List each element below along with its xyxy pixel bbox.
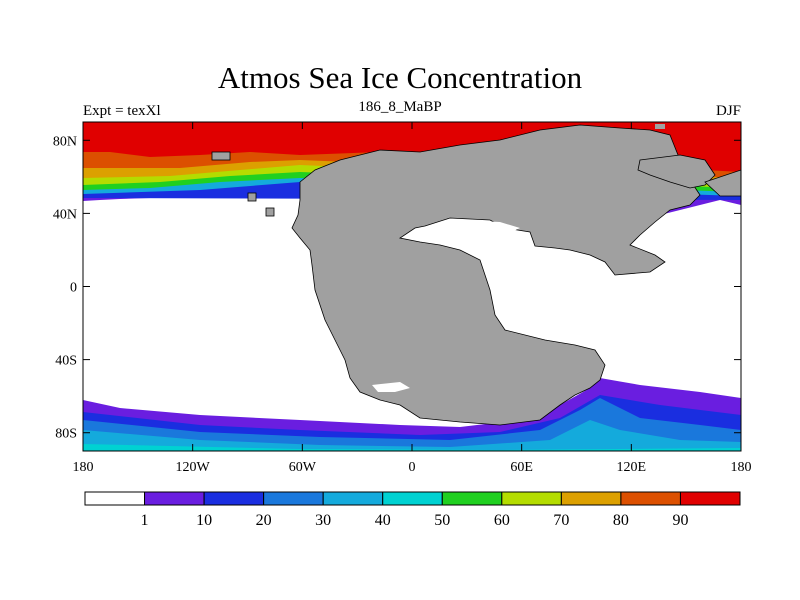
colorbar-label: 90 (672, 512, 688, 529)
lat-tick-label: 0 (70, 281, 77, 296)
lon-tick-label: 60W (289, 460, 317, 475)
latitude-ticks: 80N 40N 0 40S 80S (53, 134, 741, 442)
colorbar-swatch (679, 491, 741, 506)
season-label: DJF (715, 103, 741, 119)
colorbar: 1 10 20 30 40 50 60 70 80 90 (84, 491, 741, 529)
colorbar-swatch (382, 491, 443, 506)
colorbar-swatch (84, 491, 146, 506)
colorbar-swatch (322, 491, 384, 506)
colorbar-label: 40 (375, 512, 391, 529)
colorbar-swatch (501, 491, 562, 506)
colorbar-label: 70 (553, 512, 569, 529)
lon-tick-label: 180 (73, 460, 94, 475)
lat-tick-label: 80S (55, 427, 77, 442)
land (211, 124, 741, 426)
colorbar-swatch (263, 491, 324, 506)
colorbar-swatch (441, 491, 503, 506)
colorbar-label: 1 (141, 512, 149, 529)
lon-tick-label: 180 (731, 460, 752, 475)
colorbar-label: 60 (494, 512, 510, 529)
experiment-label: Expt = texXl (83, 103, 161, 119)
lon-tick-label: 0 (409, 460, 416, 475)
colorbar-label: 80 (613, 512, 629, 529)
colorbar-swatch (144, 491, 205, 506)
lon-tick-label: 60E (510, 460, 533, 475)
colorbar-label: 30 (315, 512, 331, 529)
colorbar-label: 10 (196, 512, 212, 529)
longitude-ticks: 180 120W 60W 0 60E 120E 180 (73, 122, 752, 475)
map-title: Atmos Sea Ice Concentration (217, 60, 583, 95)
lat-tick-label: 80N (53, 134, 77, 149)
lon-tick-label: 120W (176, 460, 211, 475)
map-field (83, 122, 741, 451)
colorbar-label: 20 (256, 512, 272, 529)
lon-tick-label: 120E (617, 460, 647, 475)
colorbar-swatch (560, 491, 622, 506)
antarctic-ice (83, 378, 741, 451)
colorbar-label: 50 (434, 512, 450, 529)
colorbar-swatch (620, 491, 681, 506)
lat-tick-label: 40N (53, 207, 77, 222)
period-label: 186_8_MaBP (358, 99, 442, 115)
colorbar-swatch (203, 491, 265, 506)
lat-tick-label: 40S (55, 354, 77, 369)
